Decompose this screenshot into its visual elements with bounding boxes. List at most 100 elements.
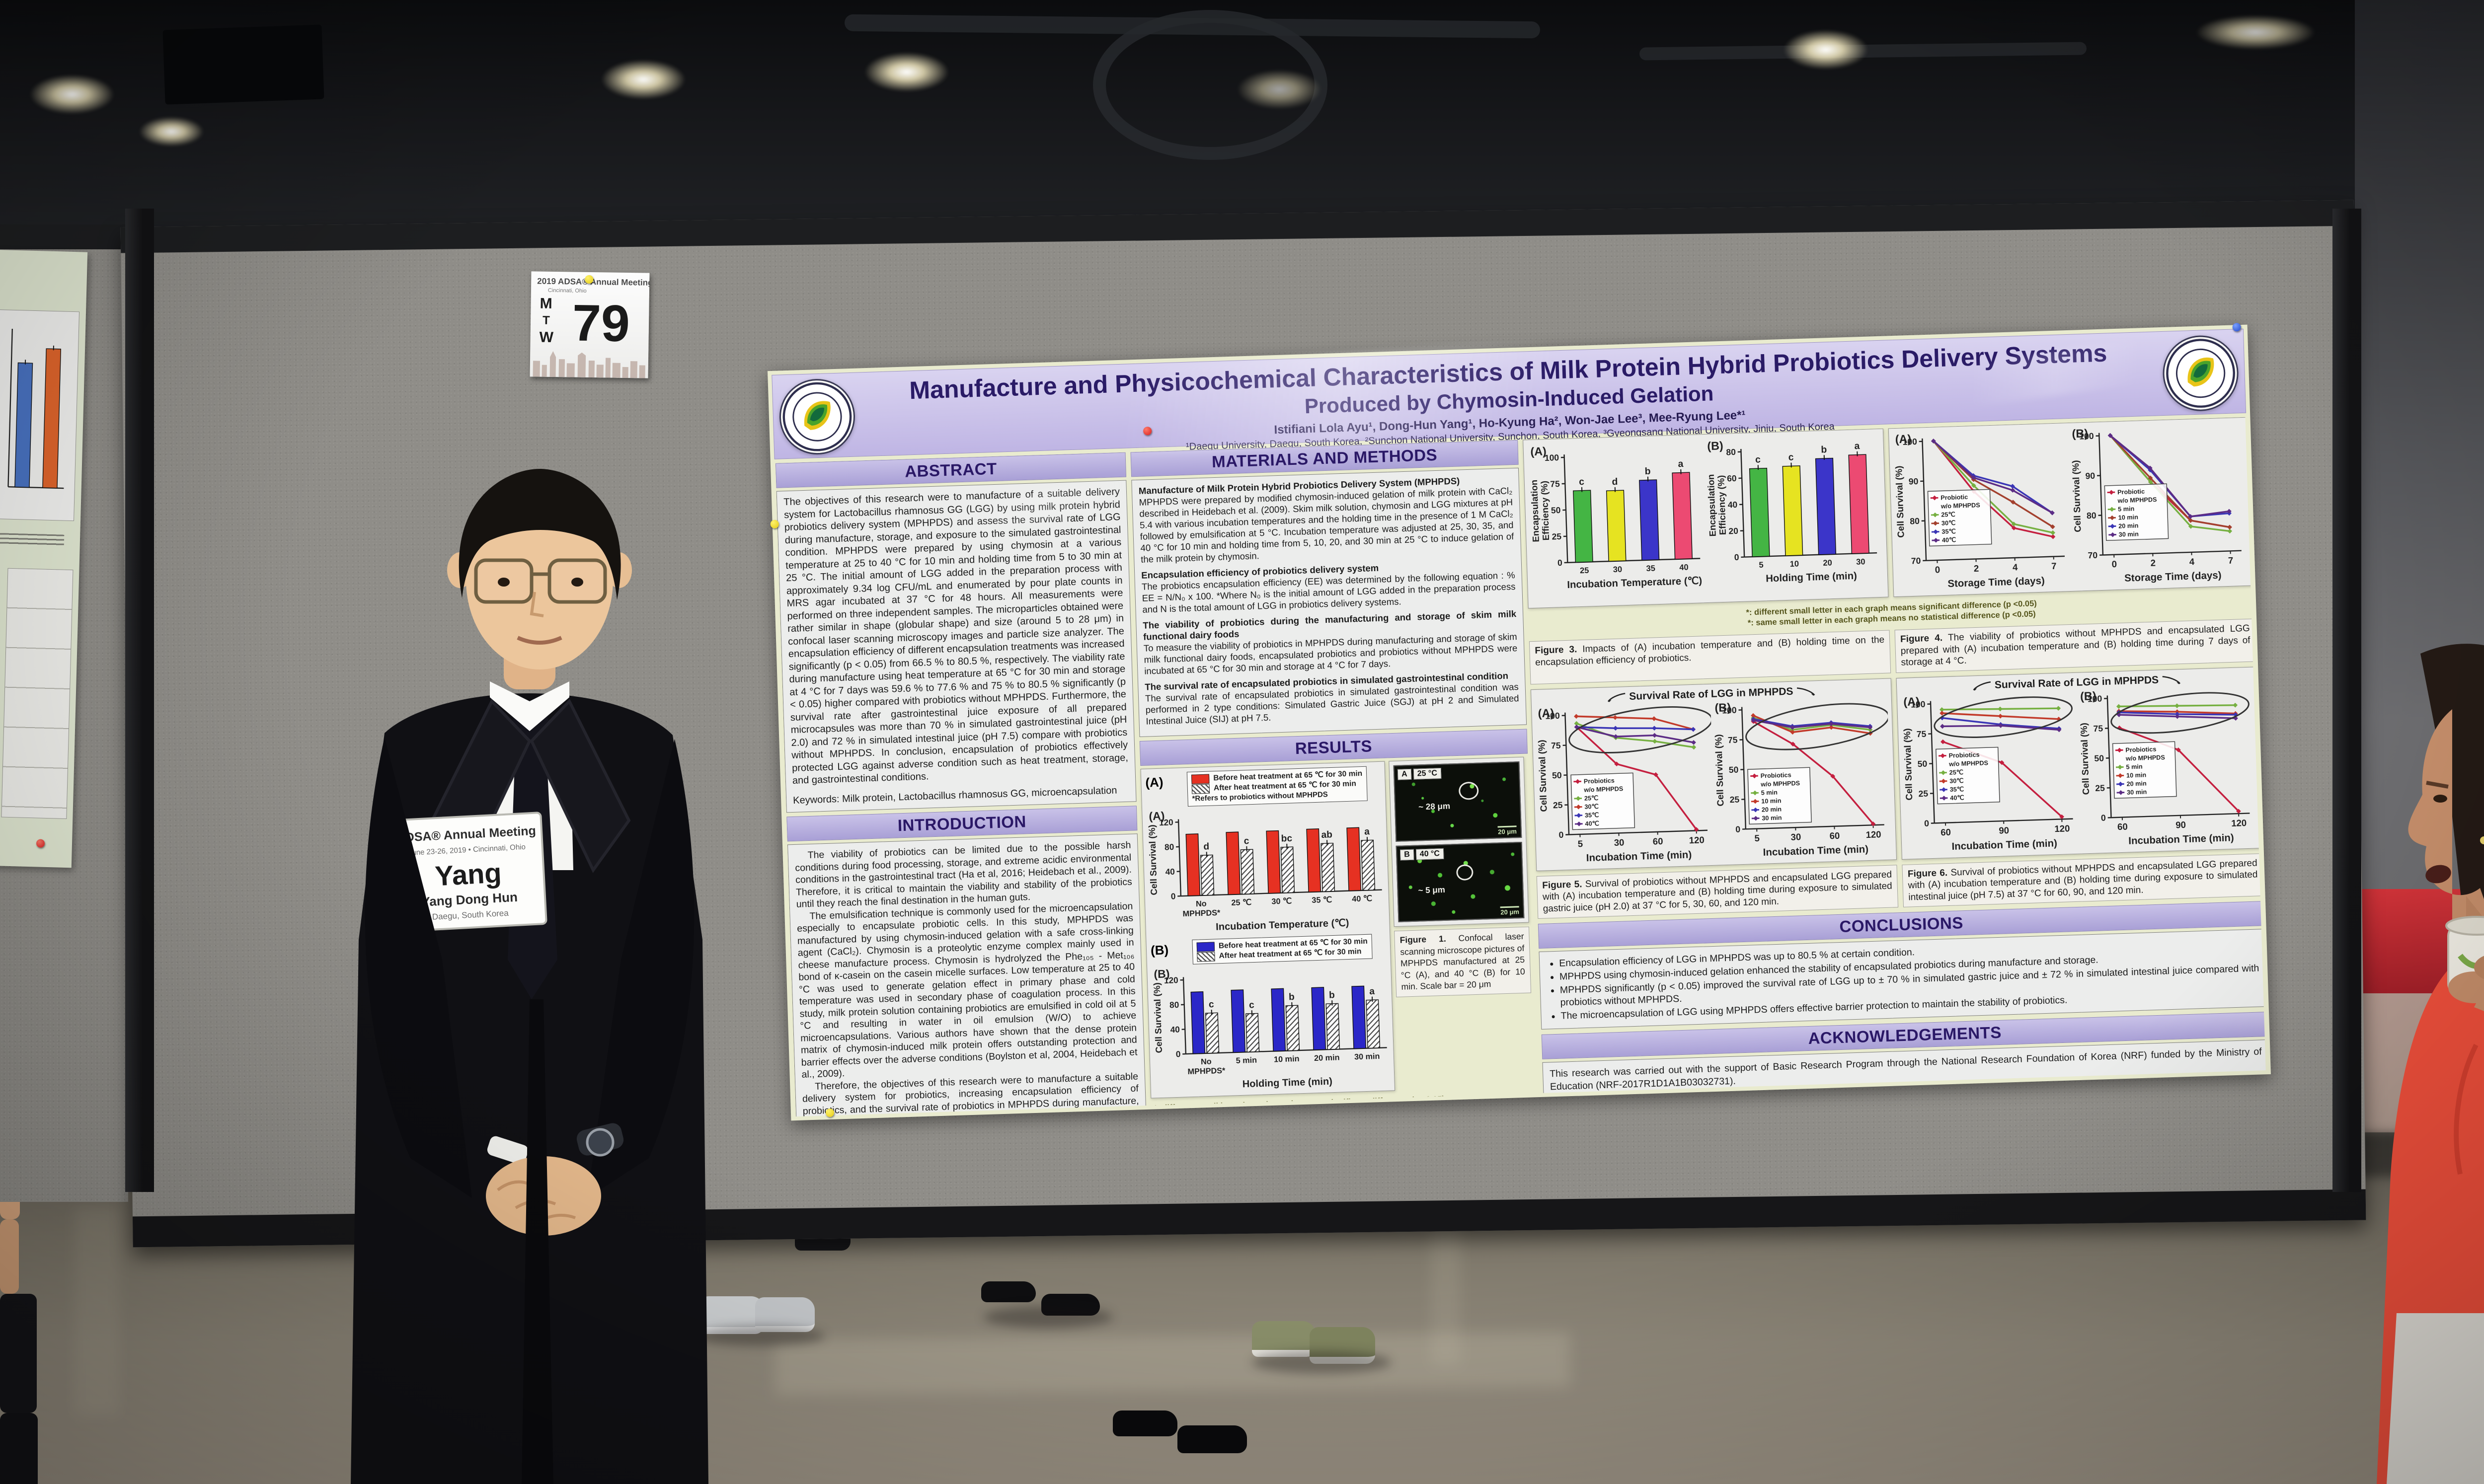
svg-text:75: 75 [1916,729,1926,739]
svg-text:60: 60 [1727,473,1737,484]
svg-text:c: c [1209,999,1215,1010]
svg-text:a: a [1854,441,1860,451]
svg-text:25: 25 [1918,788,1928,799]
svg-text:Cell Survival (%): Cell Survival (%) [1152,982,1164,1053]
svg-text:75: 75 [1551,740,1561,750]
scale-bar: 20 μm [1497,825,1517,836]
svg-text:10 min: 10 min [2118,514,2139,521]
figure3b-bar-chart: 0 20 40 60 80 5 c 10 c 20 b 30 a Holding Time (min) En… [1706,439,1877,585]
svg-text:20: 20 [1823,558,1832,568]
svg-text:No: No [1201,1057,1212,1066]
svg-text:90: 90 [1999,825,2009,836]
figure4-panel: 70 80 90 100 0 2 4 7 Probiotic w/o MPHPDS 25℃ 30℃ 35… [1888,417,2254,597]
svg-text:0: 0 [1175,1049,1180,1059]
abstract-keywords: Keywords: Milk protein, Lactobacillus rh… [792,785,1117,806]
svg-text:90: 90 [2175,819,2186,830]
introduction-paragraph: The viability of probiotics can be limit… [795,839,1133,910]
ceiling-speaker [162,24,324,105]
svg-text:Holding Time (min): Holding Time (min) [1242,1076,1332,1090]
svg-text:Probiotics: Probiotics [2125,745,2156,753]
svg-text:30 min: 30 min [1762,814,1782,821]
ceiling-light-icon [139,117,204,147]
eyebrow [2426,781,2449,789]
svg-text:Storage Time (days): Storage Time (days) [2124,570,2222,584]
svg-text:30 min: 30 min [1354,1052,1380,1062]
svg-text:ab: ab [1321,829,1332,840]
svg-text:90: 90 [2085,471,2095,481]
neighbor-table [1,568,74,819]
svg-text:50: 50 [1551,505,1561,516]
svg-text:0: 0 [1557,558,1562,568]
research-poster: Manufacture and Physicochemical Characte… [768,322,2271,1121]
scale-bar: 20 μm [1500,906,1520,916]
daegu-university-logo [778,377,856,456]
svg-text:30: 30 [1790,831,1801,842]
svg-text:60: 60 [2117,821,2128,832]
svg-text:50: 50 [2094,753,2104,763]
svg-text:60: 60 [1829,830,1840,841]
svg-text:Probiotics: Probiotics [1760,771,1791,779]
svg-text:60: 60 [1653,835,1663,846]
figure1-column: A 25 °C ~ 28 μm 20 μm B 40 °C ~ 5 μm 20 μ [1389,756,1534,1091]
svg-text:Probiotic: Probiotic [1941,494,1968,502]
shirt-collar [490,681,569,731]
svg-text:Cell Survival (%): Cell Survival (%) [2079,722,2092,795]
methods-item: Manufacture of Milk Protein Hybrid Probi… [1138,475,1514,565]
hand [2448,971,2484,1003]
svg-text:Encapsulation: Encapsulation [1529,480,1541,542]
poster-title-banner: Manufacture and Physicochemical Characte… [772,328,2247,459]
eye [498,578,510,587]
badge-lastname: Yang [434,857,502,891]
svg-text:120: 120 [1159,817,1173,827]
svg-text:Encapsulation: Encapsulation [1706,474,1718,537]
svg-text:70: 70 [2088,550,2097,561]
booth-number: 79 [572,294,630,353]
cup-print [2458,954,2484,969]
svg-text:(B): (B) [1714,701,1731,714]
svg-text:w/o MPHPDS: w/o MPHPDS [1583,785,1623,794]
figure2a-label: (A) [1145,774,1164,790]
svg-text:75: 75 [2093,723,2103,734]
hair-top [466,487,613,552]
earring-icon [2480,836,2484,844]
sneaker [755,1297,815,1332]
svg-text:(A): (A) [1530,445,1547,458]
watch-face [586,1128,615,1157]
person-leg [0,1413,38,1484]
pushpin-icon [825,1108,835,1117]
shoe [1113,1410,1177,1436]
svg-text:20 min: 20 min [1762,806,1782,813]
svg-text:50: 50 [1552,770,1562,780]
face-profile [2408,709,2484,956]
pushpin-icon [36,839,45,848]
jacket-opening [522,999,553,1484]
svg-text:100: 100 [1911,699,1926,709]
legend-swatch [1196,941,1215,952]
svg-text:30℃: 30℃ [1941,519,1956,527]
nose [530,592,544,617]
methods-item: The survival rate of encapsulated probio… [1145,670,1519,727]
sign-location: Cincinnati, Ohio [547,287,587,294]
svg-text:5: 5 [1759,561,1764,570]
daegu-university-logo [2162,334,2240,412]
svg-text:w/o MPHPDS: w/o MPHPDS [1760,779,1800,788]
svg-text:0: 0 [1558,829,1564,839]
svg-text:100: 100 [1722,705,1737,715]
svg-text:0: 0 [2111,559,2117,569]
legend-swatch-hatch [1197,951,1215,962]
abstract-body: The objectives of this research were to … [776,480,1137,813]
svg-text:0: 0 [2101,813,2106,822]
svg-text:120: 120 [1689,834,1705,845]
svg-text:25: 25 [1580,566,1589,576]
svg-text:100: 100 [1545,452,1559,463]
svg-text:80: 80 [1164,842,1174,852]
curve-arrow-icon [1973,681,1991,691]
svg-text:Incubation Time (min): Incubation Time (min) [1951,837,2057,852]
svg-text:40 ℃: 40 ℃ [1352,894,1372,903]
svg-text:40℃: 40℃ [1942,536,1956,544]
svg-text:25℃: 25℃ [1584,794,1599,802]
attendee-person [2377,644,2484,1484]
pushpin-icon [585,275,594,284]
